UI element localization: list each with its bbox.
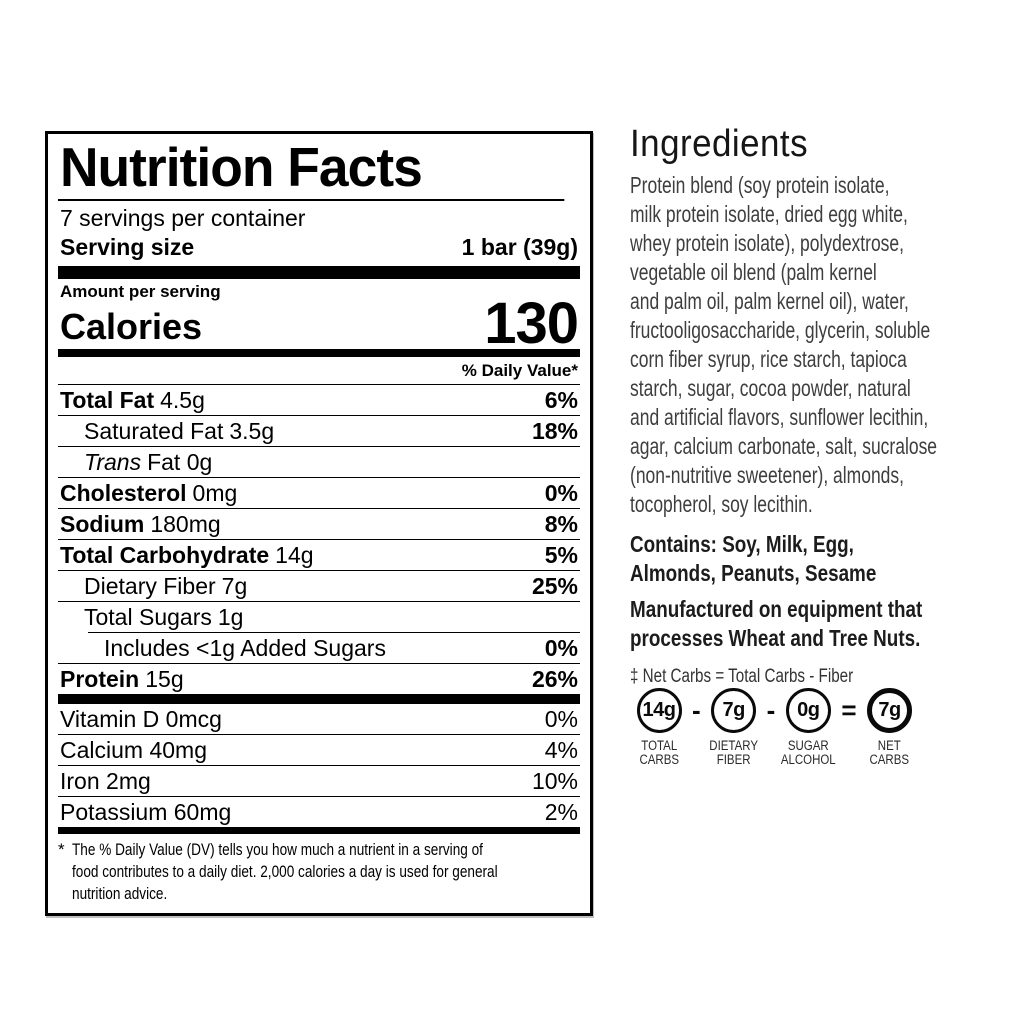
- thick-divider-bar: [58, 266, 580, 279]
- vitamin-row-potassium: Potassium 60mg 2%: [58, 796, 580, 827]
- nutrient-amount: 7g: [221, 573, 248, 599]
- ingredients-heading: Ingredients: [630, 123, 809, 165]
- net-carbs-equation: 14g TOTAL CARBS - 7g DIETARY FIBER - 0g SU…: [630, 688, 919, 767]
- nutrient-name: Saturated Fat: [84, 418, 224, 444]
- net-carbs-label: NET CARBS: [869, 738, 910, 767]
- nutrient-name: Includes <1g Added Sugars: [104, 635, 386, 661]
- divider-bar: [58, 349, 580, 357]
- divider-bar: [58, 827, 580, 834]
- nutrient-dv: 18%: [531, 418, 578, 444]
- nutrient-dv: 8%: [544, 511, 578, 537]
- net-carbs-item: 7g NET CARBS: [861, 688, 919, 767]
- serving-size-label: Serving size: [60, 234, 195, 260]
- nutrient-name: Total Fat: [60, 387, 155, 413]
- manufactured-statement: Manufactured on equipment that processes …: [630, 596, 923, 651]
- nutrient-name: Trans: [84, 449, 142, 475]
- ingredients-list: Protein blend (soy protein isolate, milk …: [630, 172, 938, 517]
- nutrient-amount: 180mg: [150, 511, 221, 537]
- nutrient-dv: 0%: [544, 635, 578, 661]
- nutrient-row-total-sugars: Total Sugars 1g: [58, 601, 580, 632]
- nutrient-dv: 26%: [531, 666, 578, 692]
- indented-separator: [88, 632, 580, 633]
- nutrient-row-sodium: Sodium 180mg 8%: [58, 508, 580, 539]
- nutrient-row-added-sugars: Includes <1g Added Sugars 0%: [58, 633, 580, 663]
- nutrient-name: Cholesterol: [60, 480, 187, 506]
- nutrient-name: Total Sugars: [84, 604, 212, 630]
- thick-divider-bar: [58, 694, 580, 704]
- vitamin-name: Iron 2mg: [60, 768, 151, 794]
- allergen-contains-statement: Contains: Soy, Milk, Egg, Almonds, Peanut…: [630, 531, 877, 586]
- vitamin-dv: 2%: [544, 799, 578, 825]
- dietary-fiber-item: 7g DIETARY FIBER: [705, 688, 763, 767]
- vitamin-row-iron: Iron 2mg 10%: [58, 765, 580, 796]
- nutrient-amount: 3.5g: [229, 418, 275, 444]
- vitamin-name: Calcium 40mg: [60, 737, 207, 763]
- serving-size-value: 1 bar (39g): [461, 234, 578, 260]
- calories-value: 130: [484, 291, 579, 356]
- nutrient-name: Dietary Fiber: [84, 573, 216, 599]
- net-carbs-circle: 7g: [867, 688, 913, 733]
- nutrient-row-saturated-fat: Saturated Fat 3.5g 18%: [58, 415, 580, 446]
- nutrient-amount: 15g: [145, 666, 184, 692]
- nutrient-amount: 0mg: [192, 480, 238, 506]
- nutrient-row-total-carbohydrate: Total Carbohydrate 14g 5%: [58, 539, 580, 570]
- sugar-alcohol-label: SUGAR ALCOHOL: [780, 738, 836, 767]
- sugar-alcohol-circle: 0g: [785, 688, 831, 733]
- nutrient-row-dietary-fiber: Dietary Fiber 7g 25%: [58, 570, 580, 601]
- serving-size-row: Serving size 1 bar (39g): [58, 232, 580, 266]
- nutrient-name: Sodium: [60, 511, 145, 537]
- nutrient-dv: 6%: [544, 387, 578, 413]
- calories-label: Calories: [60, 306, 203, 347]
- nutrient-dv: 5%: [544, 542, 578, 568]
- vitamin-dv: 0%: [544, 706, 578, 732]
- amount-per-serving-label: Amount per serving: [60, 282, 221, 301]
- nutrient-amount: 4.5g: [160, 387, 205, 413]
- nutrition-facts-title: Nutrition Facts: [58, 138, 565, 201]
- nutrient-dv: 25%: [531, 573, 578, 599]
- nutrient-name: Total Carbohydrate: [60, 542, 270, 568]
- dietary-fiber-label: DIETARY FIBER: [709, 738, 759, 767]
- nutrient-amount: 1g: [217, 604, 244, 630]
- daily-value-footnote: * The % Daily Value (DV) tells you how m…: [58, 834, 580, 905]
- nutrient-row-cholesterol: Cholesterol 0mg 0%: [58, 477, 580, 508]
- minus-operator: -: [766, 695, 776, 725]
- net-carbs-note: ‡ Net Carbs = Total Carbs - Fiber: [630, 666, 854, 687]
- vitamin-name: Vitamin D 0mcg: [60, 706, 222, 732]
- calories-row: Calories 130: [58, 291, 580, 356]
- sugar-alcohol-item: 0g SUGAR ALCOHOL: [779, 688, 837, 767]
- nutrient-row-protein: Protein 15g 26%: [58, 663, 580, 694]
- nutrient-amount: Fat 0g: [147, 449, 213, 475]
- footnote-asterisk: *: [58, 840, 65, 859]
- nutrient-row-total-fat: Total Fat 4.5g 6%: [58, 385, 580, 415]
- servings-per-container: 7 servings per container: [60, 205, 306, 231]
- equals-operator: =: [841, 695, 857, 725]
- footnote-text: The % Daily Value (DV) tells you how muc…: [72, 840, 498, 903]
- minus-operator: -: [692, 695, 701, 725]
- dietary-fiber-circle: 7g: [711, 688, 757, 733]
- nutrient-name: Protein: [60, 666, 140, 692]
- nutrient-row-trans-fat: Trans Fat 0g: [58, 446, 580, 477]
- nutrient-amount: 14g: [275, 542, 314, 568]
- vitamin-dv: 10%: [531, 768, 578, 794]
- vitamin-name: Potassium 60mg: [60, 799, 232, 825]
- nutrient-dv: 0%: [544, 480, 578, 506]
- vitamin-dv: 4%: [544, 737, 578, 763]
- total-carbs-item: 14g TOTAL CARBS: [630, 688, 688, 767]
- nutrition-facts-panel: Nutrition Facts 7 servings per container…: [45, 131, 593, 916]
- total-carbs-label: TOTAL CARBS: [639, 738, 679, 767]
- vitamin-row-calcium: Calcium 40mg 4%: [58, 734, 580, 765]
- vitamin-row-vitamin-d: Vitamin D 0mcg 0%: [58, 704, 580, 734]
- daily-value-header: % Daily Value*: [58, 357, 580, 385]
- total-carbs-circle: 14g: [636, 688, 682, 733]
